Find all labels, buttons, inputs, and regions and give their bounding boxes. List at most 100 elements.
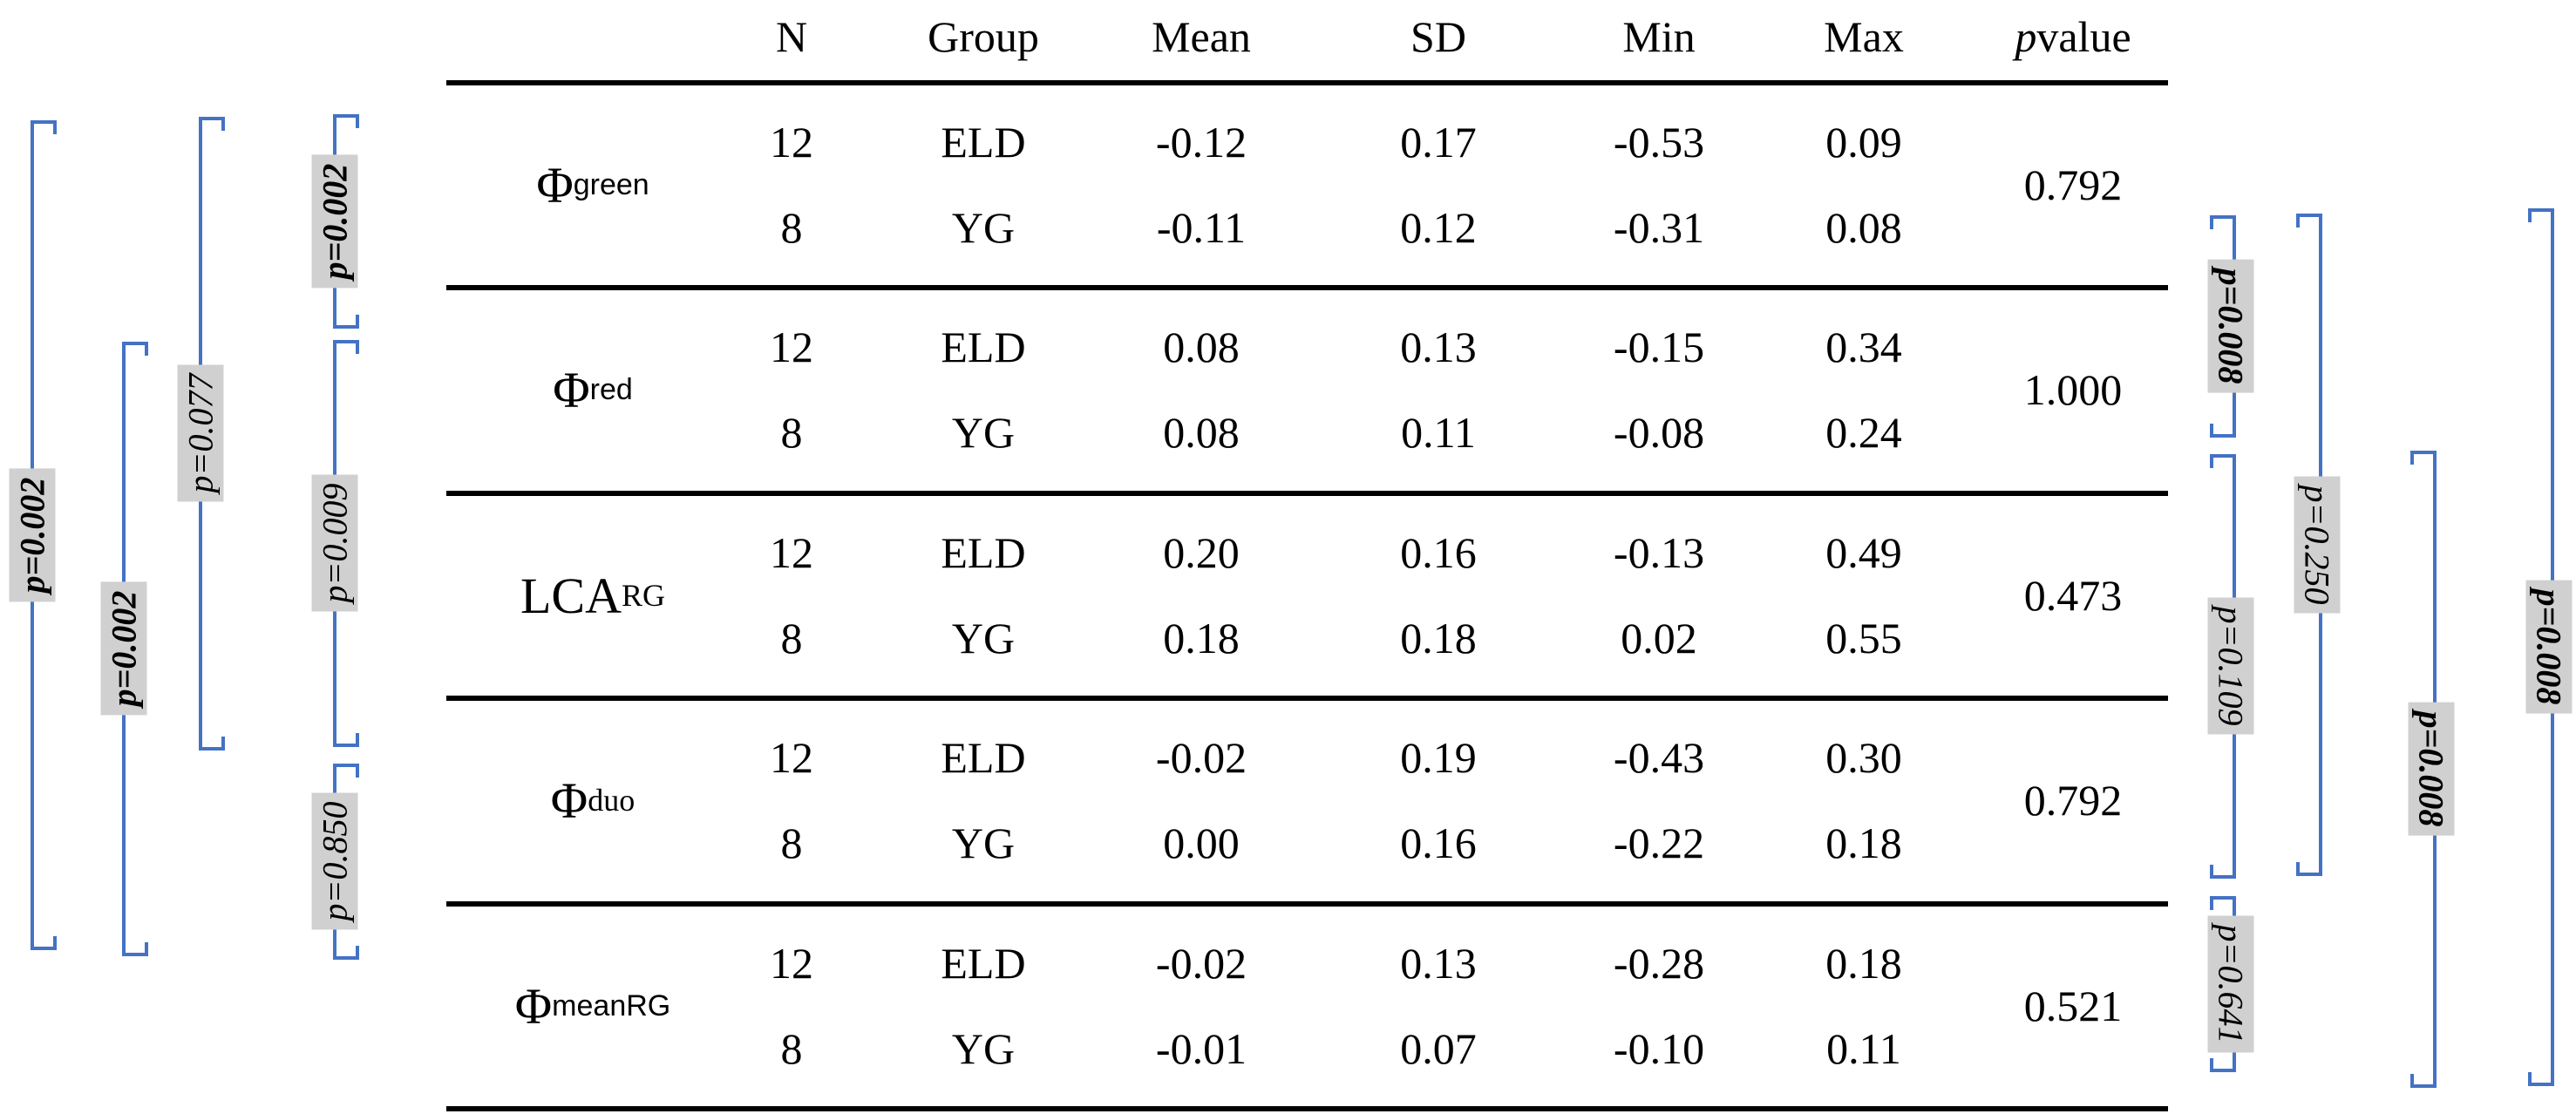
column-header-mean: Mean: [1152, 12, 1251, 61]
p-value-label: p=0.008: [2525, 580, 2573, 714]
cell-mean: 0.08: [1163, 323, 1240, 371]
p-value-label: p=0.109: [2207, 597, 2254, 735]
phi-symbol: Φ: [550, 771, 588, 829]
bracket-cap: [336, 315, 359, 329]
cell-sd: 0.16: [1400, 819, 1477, 867]
column-header-max: Max: [1824, 12, 1904, 61]
cell-group: ELD: [941, 733, 1026, 782]
bracket-cap: [34, 936, 57, 950]
bracket-cap: [202, 737, 225, 751]
bracket-cap: [336, 946, 359, 960]
table-rule: [446, 491, 2168, 496]
bracket-cap: [336, 733, 359, 747]
cell-max: 0.49: [1825, 528, 1902, 577]
cell-sd: 0.13: [1400, 939, 1477, 988]
p-value-label: p=0.077: [177, 364, 224, 502]
cell-n: 12: [770, 118, 813, 166]
phi-symbol: Φ: [514, 977, 553, 1035]
cell-p-value: 0.473: [2023, 571, 2123, 620]
cell-sd: 0.13: [1400, 323, 1477, 371]
bracket-cap: [126, 342, 148, 356]
column-header-pvalue: p value: [1973, 6, 2173, 67]
cell-mean: -0.11: [1156, 203, 1247, 252]
p-value-label: p=0.009: [311, 474, 358, 612]
bracket-cap: [2210, 896, 2233, 910]
cell-mean: 0.00: [1163, 819, 1240, 867]
cell-sd: 0.12: [1400, 203, 1477, 252]
cell-min: -0.22: [1613, 819, 1705, 867]
cell-max: 0.18: [1825, 819, 1902, 867]
cell-group: YG: [951, 614, 1016, 662]
cell-group: ELD: [941, 118, 1026, 166]
row-label-subscript: green: [573, 167, 649, 201]
bracket-cap: [2210, 1058, 2233, 1072]
cell-p-value: 0.521: [2023, 982, 2123, 1030]
cell-max: 0.30: [1825, 733, 1902, 782]
cell-n: 12: [770, 939, 813, 988]
cell-max: 0.08: [1825, 203, 1902, 252]
cell-group: YG: [951, 408, 1016, 457]
cell-max: 0.09: [1825, 118, 1902, 166]
cell-n: 12: [770, 323, 813, 371]
bracket-cap: [336, 764, 359, 778]
cell-group: ELD: [941, 323, 1026, 371]
table-rule-header: [446, 80, 2168, 85]
cell-max: 0.55: [1825, 614, 1902, 662]
cell-max: 0.18: [1825, 939, 1902, 988]
cell-mean: -0.12: [1155, 118, 1247, 166]
cell-sd: 0.17: [1400, 118, 1477, 166]
column-header-group: Group: [928, 12, 1039, 61]
cell-min: 0.02: [1621, 614, 1697, 662]
cell-p-value: 0.792: [2023, 160, 2123, 209]
p-rest: value: [2036, 12, 2131, 61]
lca-text: LCA: [520, 567, 622, 624]
phi-symbol: Φ: [553, 361, 590, 418]
p-value-label: p=0.002: [9, 468, 56, 602]
p-value-label: p=0.008: [2207, 259, 2254, 393]
cell-min: -0.31: [1613, 203, 1705, 252]
bracket-cap: [2410, 1074, 2433, 1088]
phi-symbol: Φ: [536, 156, 574, 214]
cell-group: YG: [951, 819, 1016, 867]
table-rule: [446, 901, 2168, 907]
p-italic: p: [2015, 12, 2037, 61]
bracket-cap: [2210, 424, 2233, 438]
table-rule: [446, 696, 2168, 701]
bracket-cap: [202, 117, 225, 131]
cell-min: -0.10: [1613, 1024, 1705, 1073]
cell-n: 8: [780, 1024, 803, 1073]
cell-n: 12: [770, 733, 813, 782]
cell-mean: -0.01: [1155, 1024, 1247, 1073]
bracket-cap: [2210, 215, 2233, 229]
p-value-label: p=0.250: [2294, 476, 2341, 614]
bracket-cap: [2296, 862, 2319, 876]
row-label-lca-rg: LCA RG: [453, 565, 732, 626]
cell-p-value: 0.792: [2023, 776, 2123, 825]
cell-sd: 0.11: [1401, 408, 1476, 457]
cell-min: -0.15: [1613, 323, 1705, 371]
cell-max: 0.34: [1825, 323, 1902, 371]
cell-n: 8: [780, 203, 803, 252]
cell-sd: 0.16: [1400, 528, 1477, 577]
row-label-subscript: RG: [621, 578, 665, 613]
cell-min: -0.53: [1613, 118, 1705, 166]
bracket-cap: [2210, 865, 2233, 879]
p-value-label: p=0.002: [311, 154, 358, 289]
bracket-cap: [34, 120, 57, 134]
cell-group: ELD: [941, 939, 1026, 988]
row-label-subscript: red: [589, 372, 633, 406]
cell-n: 12: [770, 528, 813, 577]
row-label-subscript: duo: [588, 783, 636, 818]
cell-min: -0.43: [1613, 733, 1705, 782]
bracket-cap: [2210, 454, 2233, 468]
cell-p-value: 1.000: [2023, 365, 2123, 414]
table-rule: [446, 285, 2168, 290]
table-rule-bottom: [446, 1106, 2168, 1111]
bracket-cap: [2528, 208, 2551, 222]
cell-n: 8: [780, 614, 803, 662]
p-value-label: p=0.008: [2408, 702, 2455, 836]
column-header-n: N: [775, 12, 808, 61]
cell-mean: 0.08: [1163, 408, 1240, 457]
